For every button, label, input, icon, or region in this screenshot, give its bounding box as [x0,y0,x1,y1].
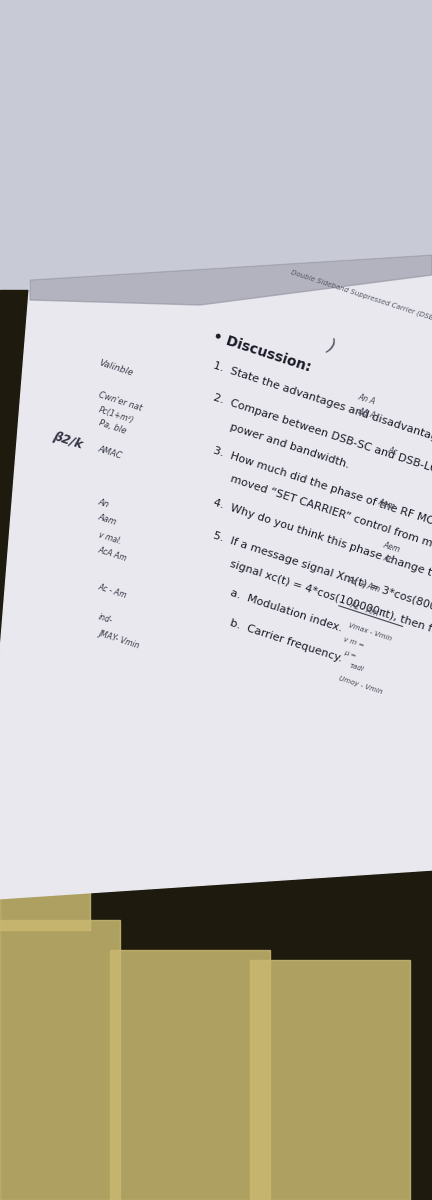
Text: Aam: Aam [97,512,118,527]
Text: ): ) [314,334,337,356]
Bar [0,920,120,1200]
Text: moved “SET CARRIER” control from minimum to maximum.: moved “SET CARRIER” control from minimum… [212,468,432,586]
Text: Umoy - Vmin: Umoy - Vmin [338,674,383,695]
Text: Ac - Am: Ac - Am [349,600,380,618]
Text: 2.  Compare between DSB-SC and DSB-LC modulation, considering total: 2. Compare between DSB-SC and DSB-LC mod… [212,392,432,526]
Text: Aem: Aem [377,497,397,511]
Bar [0,290,432,1200]
Text: • Discussion:: • Discussion: [211,330,312,374]
Text: AcA Am: AcA Am [97,545,128,563]
Text: JMAY- Vmin: JMAY- Vmin [97,628,140,649]
Text: An A: An A [357,392,377,406]
Text: ΔΔ A: ΔΔ A [357,406,377,420]
Text: Cwn'er nat: Cwn'er nat [97,390,143,413]
Text: Ac: Ac [387,445,399,456]
Bar [0,0,432,290]
Text: signal xc(t) = 4*cos(100000πt), then find:: signal xc(t) = 4*cos(100000πt), then fin… [212,553,432,640]
Text: Aem: Aem [382,540,401,554]
Text: b.  Carrier frequency.: b. Carrier frequency. [212,612,343,664]
Text: v mal.: v mal. [97,530,122,546]
Bar [250,960,410,1200]
Text: 5.  If a message signal Xm(t) = 3*cos(8000πt) is modulated by a carrier: 5. If a message signal Xm(t) = 3*cos(800… [212,530,432,664]
Text: Double Sideband Suppressed Carrier (DSB-SC): Double Sideband Suppressed Carrier (DSB-… [290,269,432,325]
Text: τadl: τadl [348,662,364,672]
Text: Valinble: Valinble [97,358,134,378]
Text: 4.  Why do you think this phase change took place.: 4. Why do you think this phase change to… [212,497,432,595]
Bar [0,850,90,930]
Text: Ac + Am: Ac + Am [347,575,381,594]
Bar [110,950,270,1200]
Text: Ac - Am: Ac - Am [97,582,128,600]
Polygon shape [30,254,432,305]
Text: 3.  How much did the phase of the RF MONITOR signal change when you: 3. How much did the phase of the RF MONI… [212,445,432,580]
Text: μ =: μ = [343,649,357,659]
Polygon shape [0,254,432,900]
Text: v m =: v m = [343,636,365,648]
Text: Vmax - Vmin: Vmax - Vmin [348,622,393,642]
Text: Ac: Ac [382,553,394,564]
Text: ind-: ind- [97,612,114,625]
Text: Pa, ble: Pa, ble [97,418,127,436]
Text: Pc(1+m²): Pc(1+m²) [97,404,135,425]
Text: β2/k: β2/k [51,430,84,452]
Text: AMAC: AMAC [97,444,124,460]
Text: 1.  State the advantages and disadvantages of the DSB-SC modulation.: 1. State the advantages and disadvantage… [212,360,432,493]
Text: An: An [97,497,111,509]
Text: a.  Modulation index.: a. Modulation index. [212,582,343,634]
Text: power and bandwidth.: power and bandwidth. [212,416,351,469]
